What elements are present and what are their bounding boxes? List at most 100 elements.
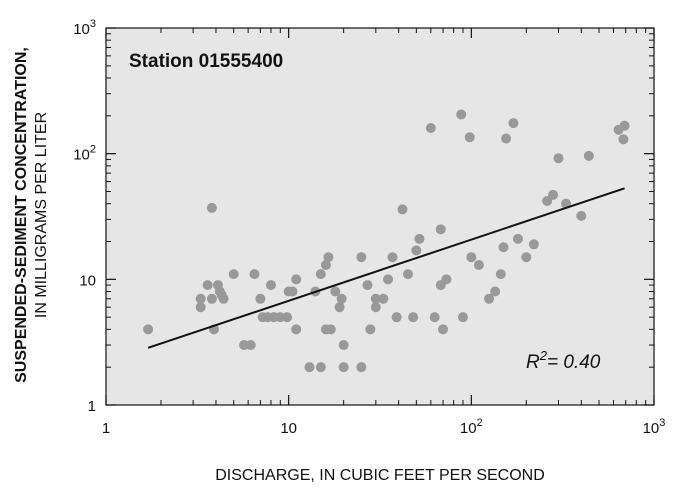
data-point: [336, 293, 347, 304]
data-point: [338, 362, 349, 373]
chart-title: Station 01555400: [129, 51, 283, 72]
data-point: [362, 280, 373, 291]
data-point: [548, 189, 559, 200]
data-point: [282, 312, 293, 323]
data-point: [438, 324, 449, 335]
data-point: [304, 362, 315, 373]
data-point: [425, 123, 436, 134]
data-point: [370, 302, 381, 313]
x-tick-label-exponent: 3: [659, 417, 665, 429]
data-point: [387, 252, 398, 263]
y-axis-title-line2: IN MILLIGRAMS PER LITER: [33, 112, 50, 318]
x-tick-label: 102: [460, 417, 483, 437]
data-point: [429, 312, 440, 323]
x-tick-label-base: 1: [102, 420, 110, 437]
data-point: [583, 150, 594, 161]
data-point: [195, 302, 206, 313]
data-point: [473, 260, 484, 271]
data-point: [553, 153, 564, 164]
data-point: [334, 302, 345, 313]
plot-area: [105, 27, 655, 406]
data-point: [528, 239, 539, 250]
data-point: [521, 252, 532, 263]
data-point: [206, 293, 217, 304]
data-point: [325, 324, 336, 335]
data-point: [249, 269, 260, 280]
data-point: [323, 252, 334, 263]
data-point: [291, 324, 302, 335]
data-point: [402, 269, 413, 280]
y-tick-label: 103: [73, 18, 96, 38]
data-point: [512, 233, 523, 244]
data-point: [330, 286, 341, 297]
data-point: [265, 280, 276, 291]
data-point: [619, 120, 630, 131]
data-point: [391, 312, 402, 323]
data-point: [206, 202, 217, 213]
x-tick-label-base: 10: [643, 420, 660, 437]
x-tick-label: 103: [643, 417, 666, 437]
data-point: [218, 293, 229, 304]
data-point: [508, 118, 519, 129]
y-tick-label-base: 10: [73, 21, 90, 38]
data-point: [457, 312, 468, 323]
y-tick-label-base: 1: [88, 398, 96, 415]
data-point: [414, 233, 425, 244]
data-point: [356, 362, 367, 373]
data-point: [378, 293, 389, 304]
data-point: [490, 286, 501, 297]
data-point: [195, 293, 206, 304]
data-point: [287, 286, 298, 297]
data-point: [441, 274, 452, 285]
y-tick-label: 10: [79, 272, 96, 289]
y-tick-label: 102: [73, 144, 96, 164]
data-point: [501, 133, 512, 144]
data-point: [576, 210, 587, 221]
data-point: [383, 274, 394, 285]
x-tick-label-base: 10: [280, 420, 297, 437]
regression-line: [147, 187, 625, 349]
data-point: [245, 340, 256, 351]
data-point: [255, 293, 266, 304]
data-point: [202, 280, 213, 291]
minor-ticks: [106, 28, 654, 405]
data-point: [408, 312, 419, 323]
data-point: [466, 252, 477, 263]
data-point: [618, 134, 629, 145]
r-squared-value: = 0.40: [547, 352, 601, 373]
data-point: [315, 362, 326, 373]
data-point: [315, 269, 326, 280]
r-squared-annotation: R2= 0.40: [526, 348, 601, 373]
major-ticks: [105, 27, 655, 406]
data-point: [320, 260, 331, 271]
data-point: [338, 340, 349, 351]
x-tick-labels: 1 10 102 103: [102, 417, 666, 437]
data-point: [356, 252, 367, 263]
data-point: [495, 269, 506, 280]
y-tick-label-base: 10: [79, 272, 96, 289]
y-tick-label: 1: [88, 398, 96, 415]
y-axis-title: SUSPENDED-SEDIMENT CONCENTRATION, IN MIL…: [13, 47, 50, 383]
data-point: [498, 242, 509, 253]
data-point: [435, 224, 446, 235]
data-points: [143, 109, 630, 373]
data-point: [464, 132, 475, 143]
x-axis-title: DISCHARGE, IN CUBIC FEET PER SECOND: [215, 467, 545, 484]
y-tick-label-exponent: 3: [90, 18, 96, 30]
x-tick-label-exponent: 2: [477, 417, 483, 429]
x-tick-label: 10: [280, 420, 297, 437]
x-tick-label: 1: [102, 420, 110, 437]
data-point: [291, 274, 302, 285]
data-point: [228, 269, 239, 280]
data-point: [397, 204, 408, 215]
r-squared-prefix: R: [526, 352, 540, 373]
data-point: [370, 293, 381, 304]
x-tick-label-base: 10: [460, 420, 477, 437]
data-point: [484, 293, 495, 304]
y-axis-title-line1: SUSPENDED-SEDIMENT CONCENTRATION,: [13, 47, 30, 383]
r-squared-superscript: 2: [539, 348, 548, 363]
data-point: [411, 245, 422, 256]
y-tick-label-base: 10: [73, 147, 90, 164]
